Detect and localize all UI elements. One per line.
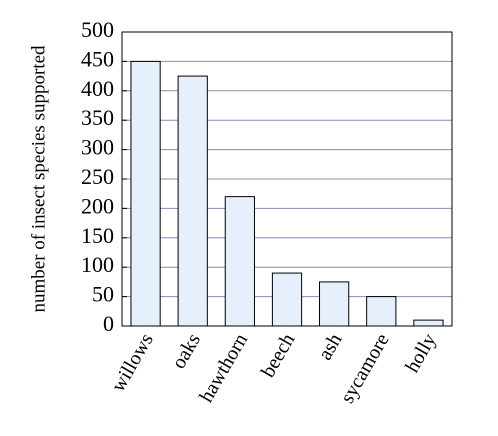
y-tick-label: 200 <box>81 193 114 218</box>
x-tick-label: holly <box>401 330 441 377</box>
x-tick-label: willows <box>107 330 158 396</box>
x-tick-label: oaks <box>168 330 205 373</box>
y-tick-label: 450 <box>81 46 114 71</box>
bar <box>413 319 444 327</box>
y-tick-label: 150 <box>81 223 114 248</box>
bar <box>319 281 350 327</box>
y-tick-label: 500 <box>81 17 114 42</box>
y-tick-label: 250 <box>81 164 114 189</box>
bar <box>130 60 161 327</box>
y-tick-label: 400 <box>81 76 114 101</box>
y-tick-label: 100 <box>81 252 114 277</box>
y-tick-label: 0 <box>103 311 114 336</box>
x-tick-label: beech <box>257 330 299 381</box>
x-tick-label: ash <box>314 330 346 364</box>
y-tick-label: 350 <box>81 105 114 130</box>
y-tick-label: 300 <box>81 135 114 160</box>
bar <box>366 296 397 327</box>
bar <box>177 75 208 327</box>
y-tick-label: 50 <box>92 282 114 307</box>
bar <box>271 272 303 327</box>
plot-frame <box>121 31 453 327</box>
bar <box>224 196 255 327</box>
y-axis-label: number of insect species supported <box>28 45 49 312</box>
